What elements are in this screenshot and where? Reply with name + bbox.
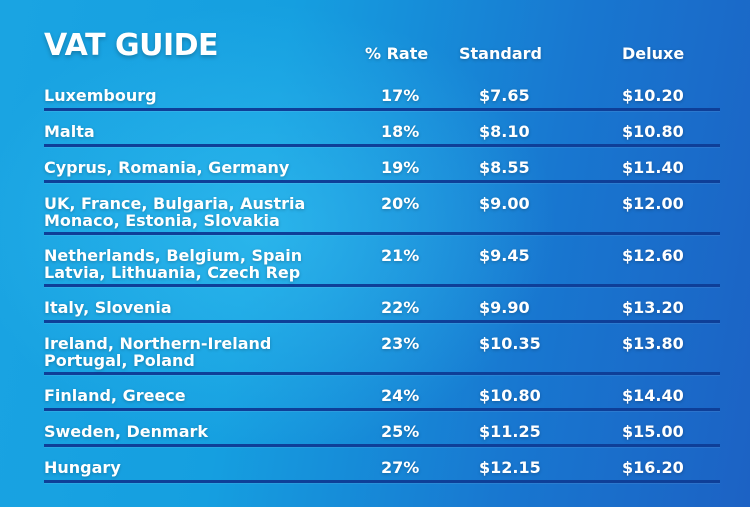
deluxe-price-cell: $10.20 [622, 86, 684, 105]
deluxe-price-cell: $12.60 [622, 246, 684, 265]
column-header-rate: % Rate [365, 44, 429, 63]
rate-cell: 21% [381, 246, 420, 265]
standard-price-cell: $8.55 [479, 158, 530, 177]
country-cell: Netherlands, Belgium, Spain Latvia, Lith… [44, 246, 303, 282]
table-row: Finland, Greece 24% $10.80 $14.40 [44, 380, 720, 411]
country-cell: Malta [44, 122, 95, 141]
country-cell: Hungary [44, 458, 121, 477]
deluxe-price-cell: $16.20 [622, 458, 684, 477]
country-cell: UK, France, Bulgaria, Austria Monaco, Es… [44, 194, 306, 230]
table-row: Netherlands, Belgium, Spain Latvia, Lith… [44, 240, 720, 287]
deluxe-price-cell: $14.40 [622, 386, 684, 405]
rate-cell: 25% [381, 422, 420, 441]
table-row: Luxembourg 17% $7.65 $10.20 [44, 80, 720, 111]
table-row: Cyprus, Romania, Germany 19% $8.55 $11.4… [44, 152, 720, 183]
deluxe-price-cell: $13.80 [622, 334, 684, 353]
country-cell: Italy, Slovenia [44, 298, 172, 317]
column-header-deluxe: Deluxe [622, 44, 685, 63]
table-row: Sweden, Denmark 25% $11.25 $15.00 [44, 416, 720, 447]
deluxe-price-cell: $15.00 [622, 422, 684, 441]
rate-cell: 27% [381, 458, 420, 477]
standard-price-cell: $9.00 [479, 194, 530, 213]
rate-cell: 18% [381, 122, 420, 141]
standard-price-cell: $12.15 [479, 458, 541, 477]
deluxe-price-cell: $13.20 [622, 298, 684, 317]
standard-price-cell: $9.90 [479, 298, 530, 317]
rate-cell: 23% [381, 334, 420, 353]
standard-price-cell: $10.35 [479, 334, 541, 353]
standard-price-cell: $7.65 [479, 86, 530, 105]
table-row: Malta 18% $8.10 $10.80 [44, 116, 720, 147]
standard-price-cell: $10.80 [479, 386, 541, 405]
rate-cell: 22% [381, 298, 420, 317]
country-cell: Cyprus, Romania, Germany [44, 158, 290, 177]
deluxe-price-cell: $10.80 [622, 122, 684, 141]
standard-price-cell: $11.25 [479, 422, 541, 441]
table-row: Hungary 27% $12.15 $16.20 [44, 452, 720, 483]
standard-price-cell: $8.10 [479, 122, 530, 141]
country-cell: Finland, Greece [44, 386, 186, 405]
standard-price-cell: $9.45 [479, 246, 530, 265]
country-cell: Sweden, Denmark [44, 422, 209, 441]
page-title: VAT GUIDE [44, 28, 219, 63]
rate-cell: 24% [381, 386, 420, 405]
column-header-standard: Standard [459, 44, 542, 63]
deluxe-price-cell: $12.00 [622, 194, 684, 213]
table-row: Italy, Slovenia 22% $9.90 $13.20 [44, 292, 720, 323]
country-cell: Ireland, Northern-Ireland Portugal, Pola… [44, 334, 272, 370]
country-cell: Luxembourg [44, 86, 157, 105]
rate-cell: 20% [381, 194, 420, 213]
rate-cell: 17% [381, 86, 420, 105]
rate-cell: 19% [381, 158, 420, 177]
deluxe-price-cell: $11.40 [622, 158, 684, 177]
table-row: UK, France, Bulgaria, Austria Monaco, Es… [44, 188, 720, 235]
vat-table: Luxembourg 17% $7.65 $10.20 Malta 18% $8… [44, 80, 720, 488]
table-row: Ireland, Northern-Ireland Portugal, Pola… [44, 328, 720, 375]
